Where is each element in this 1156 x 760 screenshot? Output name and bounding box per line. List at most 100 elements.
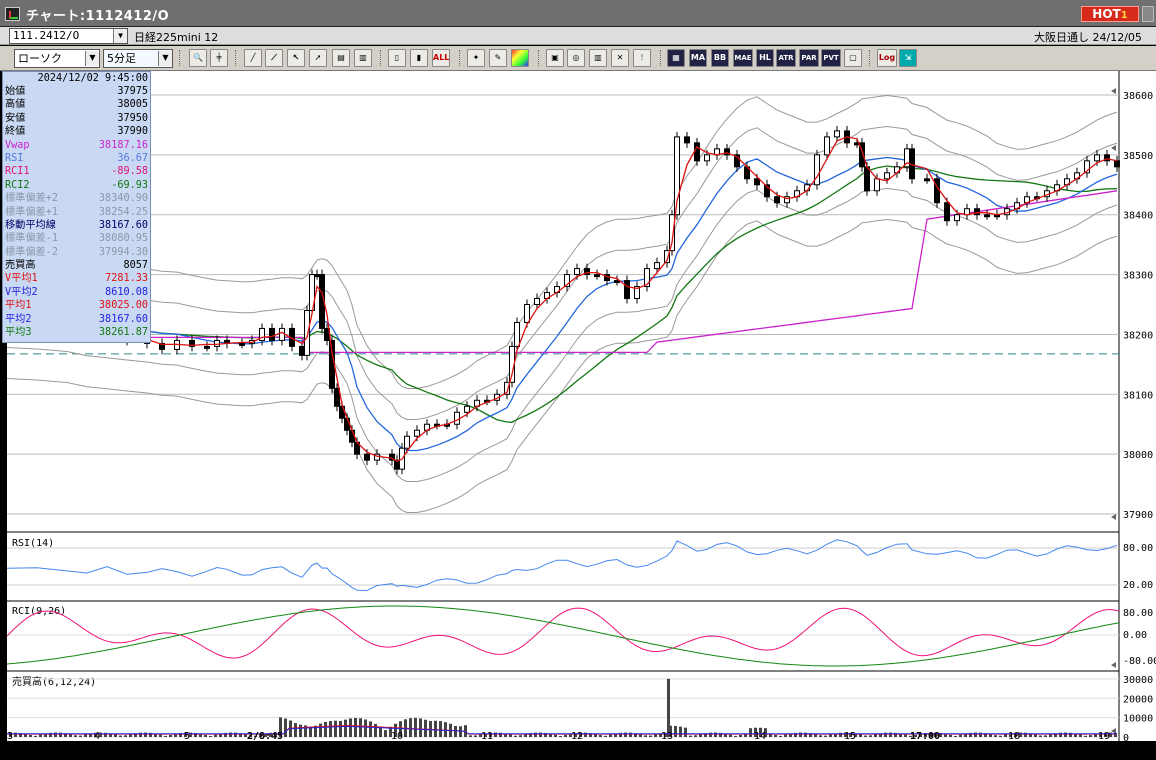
hot-badge[interactable]: HOT1 — [1081, 6, 1139, 22]
volume-bar — [689, 735, 692, 737]
volume-tick-label: 20000 — [1123, 694, 1153, 705]
wrench-icon[interactable]: ✎ — [489, 49, 507, 67]
par-button[interactable]: PAR — [799, 49, 819, 67]
crosshair-icon[interactable]: ╪ — [210, 49, 228, 67]
symbol-combo[interactable]: 111.2412/O ▼ — [9, 28, 128, 44]
expand-icon[interactable]: ▮ — [410, 49, 428, 67]
document-icon[interactable]: ▤ — [332, 49, 350, 67]
volume-bar — [469, 735, 472, 737]
volume-bar — [994, 735, 997, 737]
all-button[interactable]: ALL — [432, 49, 450, 67]
zoom-icon[interactable]: 🔍 — [189, 49, 207, 67]
bb-button[interactable]: BB — [711, 49, 729, 67]
ma-button[interactable]: MA — [689, 49, 707, 67]
volume-bar — [254, 735, 257, 737]
time-tick-label: 4 — [94, 731, 100, 741]
price-tick-label: 38000 — [1123, 450, 1153, 461]
volume-bar — [304, 725, 307, 737]
settings-icon[interactable]: ✦ — [467, 49, 485, 67]
candle-body — [514, 321, 520, 347]
symbol-bar: 111.2412/O ▼ 日経225mini 12 大阪日通し 24/12/05 — [0, 27, 1156, 45]
volume-bar — [359, 718, 362, 737]
shrink-icon[interactable]: ▯ — [388, 49, 406, 67]
color-palette-icon[interactable] — [511, 49, 529, 67]
time-tick-label: 19 — [1098, 731, 1110, 741]
readout-value: -89.58 — [111, 166, 148, 178]
volume-bar — [964, 733, 967, 737]
readout-row: 平均2 38167.60 — [3, 313, 150, 326]
hl-button[interactable]: HL — [756, 49, 774, 67]
close-chart-icon[interactable]: ✕ — [611, 49, 629, 67]
volume-bar — [259, 734, 262, 737]
volume-bar — [1014, 732, 1017, 737]
mae-button[interactable]: MAE — [733, 49, 753, 67]
volume-bar — [504, 733, 507, 737]
volume-bar — [29, 734, 32, 737]
candle-body — [784, 196, 790, 204]
volume-bar — [1004, 734, 1007, 737]
volume-bar — [484, 733, 487, 737]
pvt-button[interactable]: PVT — [821, 49, 841, 67]
chevron-down-icon[interactable]: ▼ — [85, 51, 99, 66]
chevron-down-icon[interactable]: ▼ — [113, 29, 127, 43]
toolbar-separator — [459, 50, 461, 66]
readout-value: 36.67 — [117, 152, 148, 164]
volume-bar — [864, 735, 867, 737]
chart-type-select[interactable]: ローソク ▼ — [14, 49, 100, 68]
trash-icon[interactable]: ▥ — [354, 49, 372, 67]
volume-bar — [104, 732, 107, 737]
line-tool-icon[interactable]: ⟋ — [265, 49, 283, 67]
interval-select[interactable]: 5分足 ▼ — [103, 49, 173, 68]
ma-short-line — [7, 136, 1118, 462]
grid-icon[interactable]: ▦ — [667, 49, 685, 67]
volume-bar — [979, 732, 982, 737]
volume-bar — [564, 734, 567, 737]
volume-bar — [309, 726, 312, 737]
candle-body — [349, 429, 355, 443]
volume-bar — [579, 732, 582, 737]
window-control-button[interactable] — [1142, 6, 1154, 22]
arrow-tool-icon[interactable]: ➚ — [309, 49, 327, 67]
volume-bar — [9, 732, 12, 737]
volume-bar — [904, 734, 907, 737]
volume-bar — [69, 734, 72, 737]
readout-row: RCI2 -69.93 — [3, 179, 150, 192]
readout-value: 38340.90 — [98, 193, 148, 205]
chevron-down-icon[interactable]: ▼ — [158, 51, 172, 66]
candle-body — [214, 339, 220, 347]
export-icon[interactable]: ⇲ — [899, 49, 917, 67]
volume-bar — [1029, 733, 1032, 737]
volume-bar — [934, 732, 937, 737]
volume-bar — [644, 735, 647, 737]
readout-row: 安値 37950 — [3, 112, 150, 125]
hot-number: 1 — [1120, 10, 1128, 21]
price-tick-label: 38400 — [1123, 211, 1153, 222]
volume-bar — [1069, 732, 1072, 737]
atr-button[interactable]: ATR — [776, 49, 796, 67]
volume-bar — [859, 734, 862, 737]
log-button[interactable]: Log — [877, 49, 897, 67]
rci-tick-label: -80.00 — [1123, 656, 1156, 667]
volume-bar — [154, 733, 157, 737]
rci-tick-label: 0.00 — [1123, 630, 1147, 641]
frame-icon[interactable]: ▢ — [844, 49, 862, 67]
readout-label: 売買高 — [5, 260, 36, 272]
candle-body — [954, 214, 960, 222]
readout-value: 38167.60 — [98, 219, 148, 231]
trendline-icon[interactable]: ╱ — [244, 49, 262, 67]
search-chart-icon[interactable]: ◎ — [567, 49, 585, 67]
volume-bar — [94, 732, 97, 737]
candle-body — [834, 130, 840, 138]
pointer-icon[interactable]: ↖ — [287, 49, 305, 67]
candle-body — [584, 268, 590, 276]
volume-bar — [809, 733, 812, 737]
print-icon[interactable]: ▣ — [546, 49, 564, 67]
volume-bar — [134, 733, 137, 737]
chart-canvas[interactable]: 38600 38500 38400 38300 38200 38100 38000 37900… — [7, 71, 1156, 741]
volume-bar — [894, 732, 897, 737]
candle-body — [414, 429, 420, 437]
bar-chart-icon[interactable]: ▥ — [589, 49, 607, 67]
chart-area[interactable]: 38600 38500 38400 38300 38200 38100 38000 37900… — [7, 71, 1156, 741]
readout-row: 平均1 38025.00 — [3, 299, 150, 312]
volume-bar — [209, 735, 212, 737]
